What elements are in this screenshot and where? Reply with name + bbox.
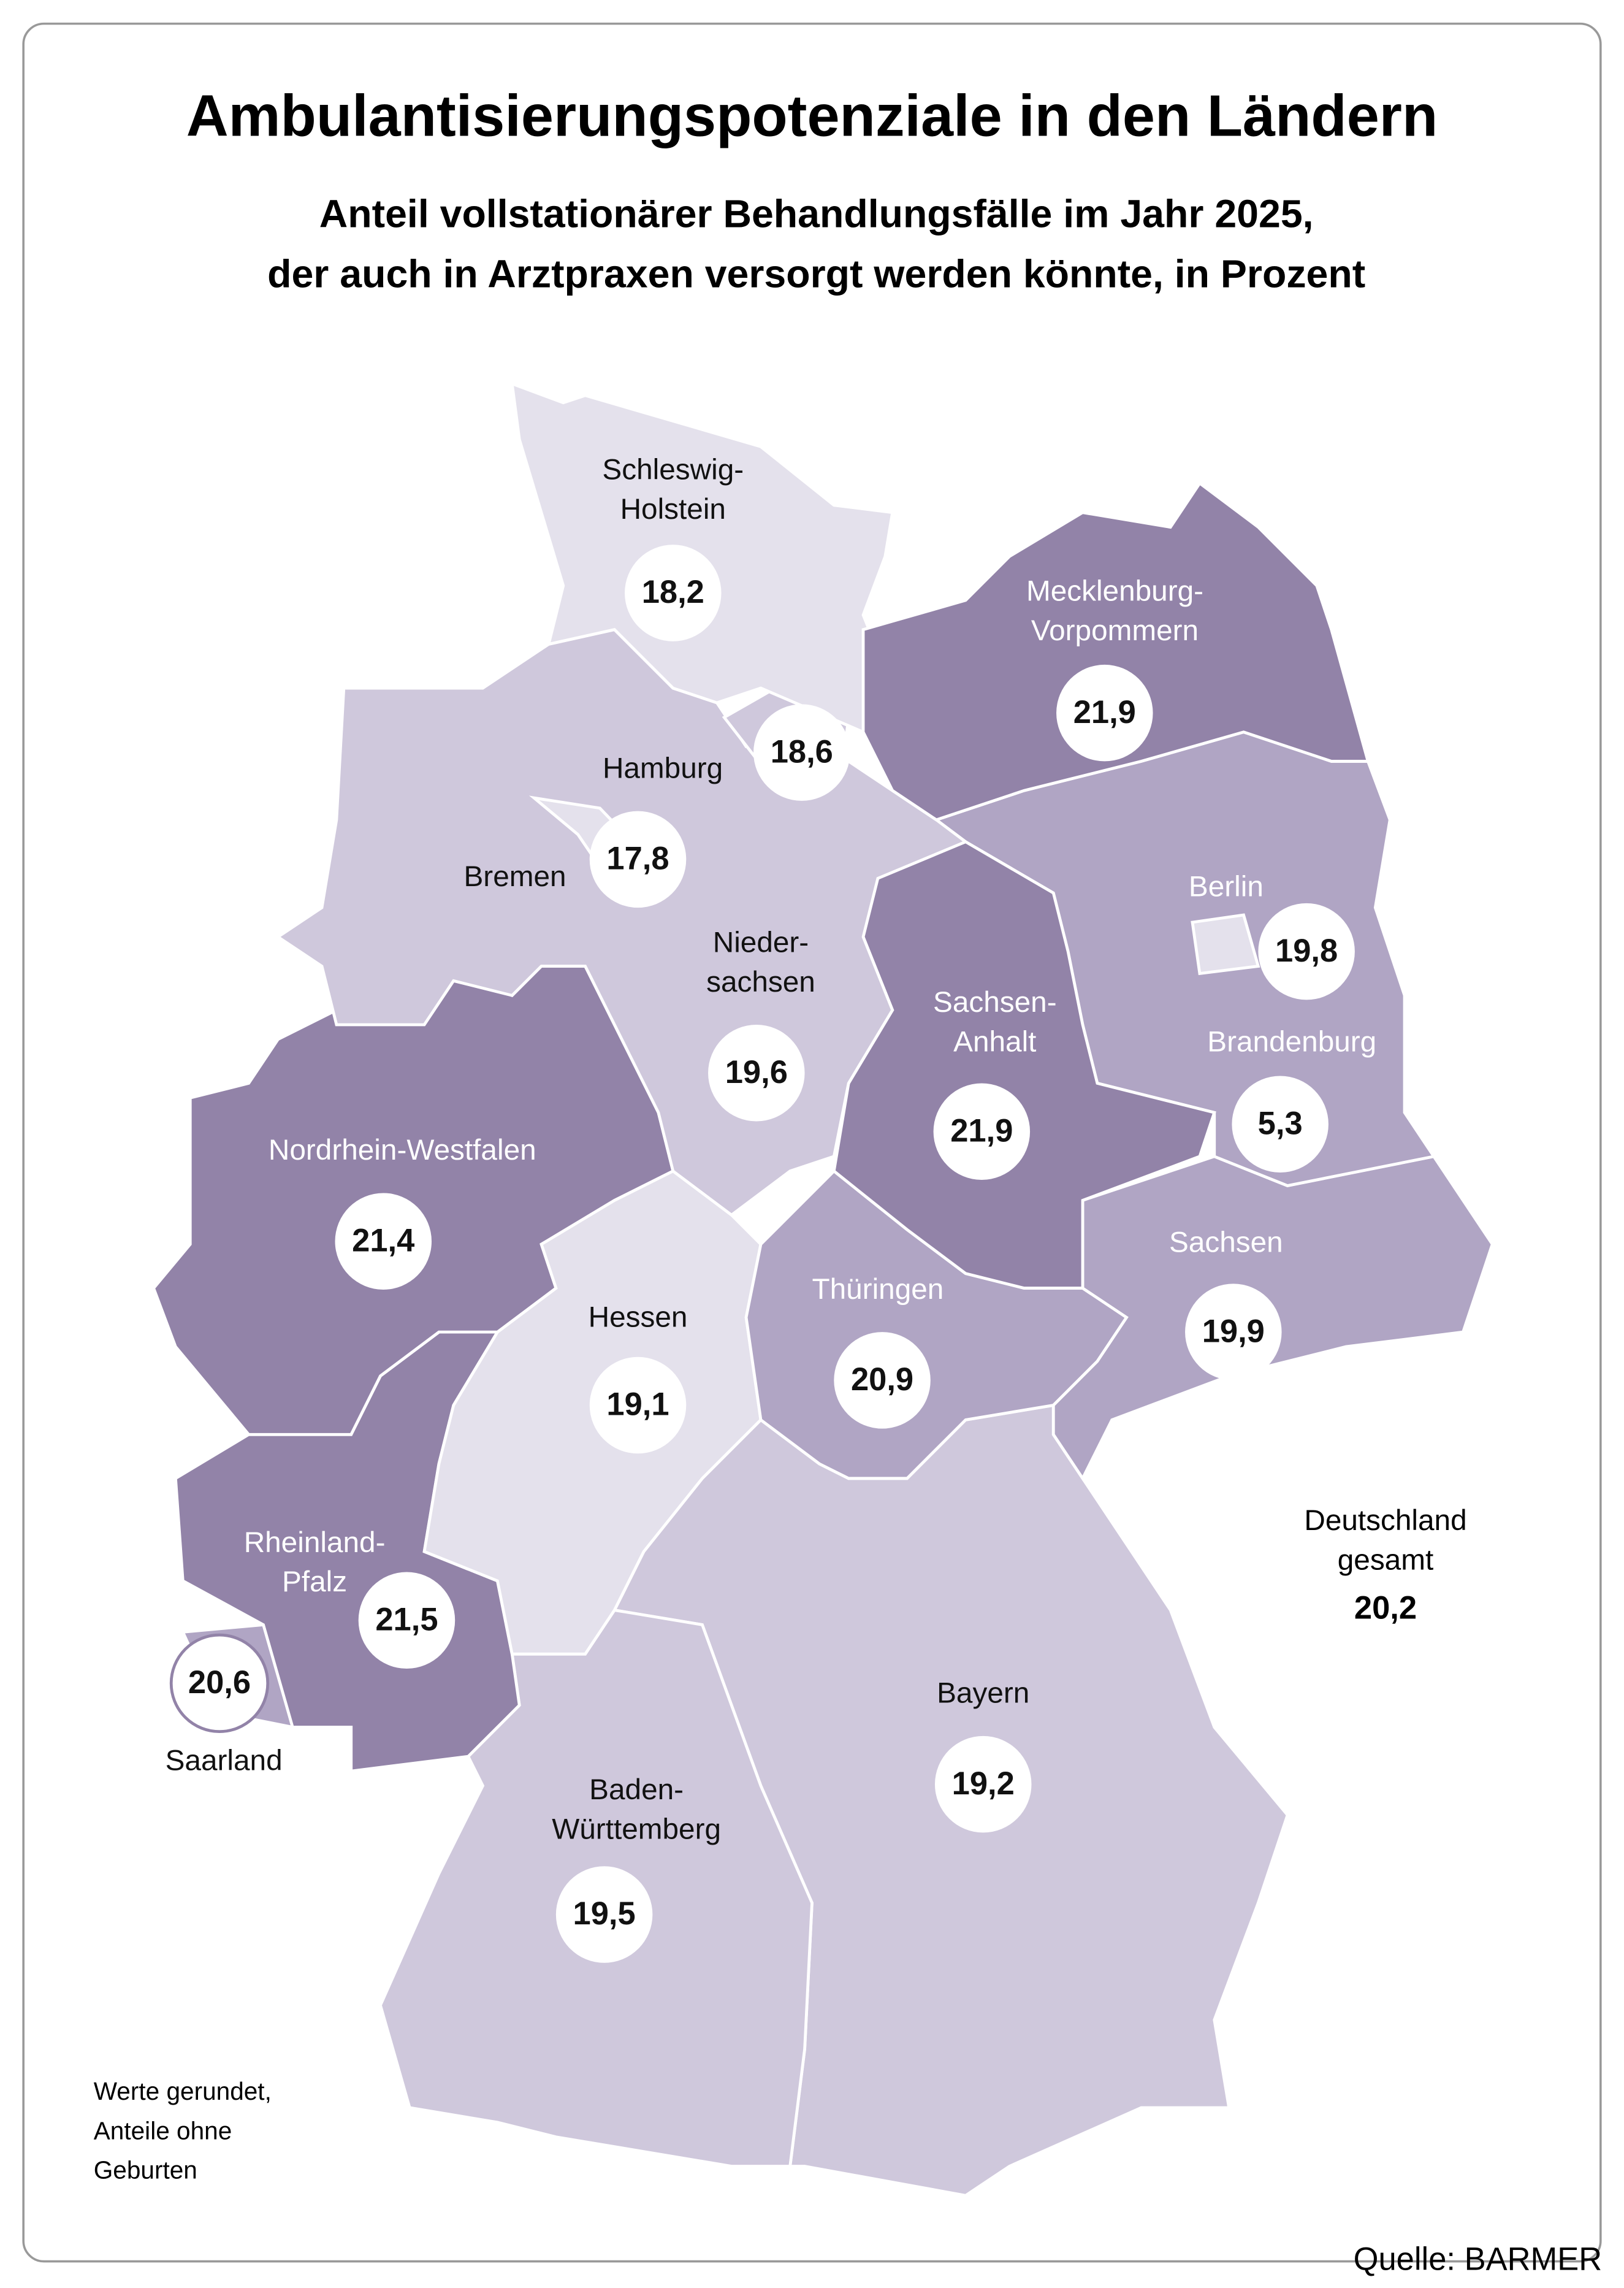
value-circle xyxy=(589,811,687,908)
value-circle xyxy=(934,1735,1032,1833)
value-circle xyxy=(708,1025,805,1122)
state-value: 20,6 xyxy=(188,1664,251,1701)
subtitle: Anteil vollstationärer Behandlungsfälle … xyxy=(319,192,1314,236)
state-name: Hamburg xyxy=(603,752,723,784)
value-circle xyxy=(358,1572,456,1669)
state-value: 20,9 xyxy=(851,1361,913,1398)
state-value: 21,9 xyxy=(950,1112,1013,1149)
state-value: 19,5 xyxy=(573,1896,636,1932)
state-value: 19,9 xyxy=(1202,1313,1265,1349)
source: Quelle: BARMER xyxy=(1354,2241,1603,2277)
state-name: Nieder- xyxy=(713,926,809,958)
state-name: Sachsen- xyxy=(933,986,1057,1019)
value-circle xyxy=(335,1193,432,1290)
state-name: Anhalt xyxy=(953,1026,1036,1058)
state-name: Mecklenburg- xyxy=(1026,575,1203,608)
note: Werte gerundet, xyxy=(94,2077,272,2105)
state-name: Vorpommern xyxy=(1031,614,1199,647)
labels: Schleswig- Holstein 18,2 Hamburg 18,6 Bremen 1… xyxy=(166,454,1376,1963)
state-name: Pfalz xyxy=(282,1566,347,1598)
total-label: Deutschland xyxy=(1304,1504,1466,1537)
total-label: gesamt xyxy=(1338,1544,1433,1576)
state-area xyxy=(861,481,1370,822)
value-circle xyxy=(555,1866,653,1963)
state-value: 19,2 xyxy=(952,1766,1015,1802)
value-circle xyxy=(1232,1076,1329,1173)
state-name: Rheinland- xyxy=(244,1526,386,1559)
note: Anteile ohne xyxy=(94,2116,232,2145)
state-value: 21,4 xyxy=(352,1222,414,1258)
state-name: Hessen xyxy=(589,1301,688,1333)
note: Geburten xyxy=(94,2156,197,2184)
state-name: sachsen xyxy=(706,966,815,998)
value-circle xyxy=(933,1083,1031,1180)
state-value: 19,8 xyxy=(1275,933,1338,969)
title: Ambulantisierungspotenziale in den Lände… xyxy=(186,83,1438,148)
state-name: Bayern xyxy=(937,1677,1029,1710)
state-value: 21,9 xyxy=(1073,694,1136,730)
value-circle xyxy=(1056,664,1153,762)
value-circle xyxy=(625,545,722,641)
state-value: 19,1 xyxy=(606,1387,669,1423)
state-value: 5,3 xyxy=(1258,1106,1303,1142)
state-name: Thüringen xyxy=(812,1273,944,1306)
value-circle xyxy=(753,704,850,801)
state-name: Sachsen xyxy=(1169,1226,1283,1259)
state-area xyxy=(1191,913,1260,976)
state-value: 18,6 xyxy=(771,733,833,770)
state-name: Holstein xyxy=(620,493,726,526)
state-name: Berlin xyxy=(1189,871,1264,903)
state-value: 21,5 xyxy=(375,1602,438,1638)
subtitle: der auch in Arztpraxen versorgt werden k… xyxy=(267,252,1365,296)
state-name: Baden- xyxy=(589,1773,684,1806)
state-name: Schleswig- xyxy=(602,454,744,486)
value-circle xyxy=(589,1356,687,1454)
state-value: 17,8 xyxy=(606,841,669,877)
state-name: Württemberg xyxy=(552,1813,721,1846)
value-circle xyxy=(1258,903,1355,1000)
state-value: 19,6 xyxy=(725,1054,788,1090)
total-value: 20,2 xyxy=(1354,1590,1417,1626)
state-name: Brandenburg xyxy=(1207,1026,1376,1058)
state-name: Saarland xyxy=(166,1744,283,1777)
value-circle xyxy=(169,1633,270,1734)
state-name: Bremen xyxy=(463,860,566,893)
value-circle xyxy=(834,1332,931,1429)
state-value: 18,2 xyxy=(642,574,704,610)
state-name: Nordrhein-Westfalen xyxy=(269,1134,536,1166)
value-circle xyxy=(1185,1284,1282,1380)
